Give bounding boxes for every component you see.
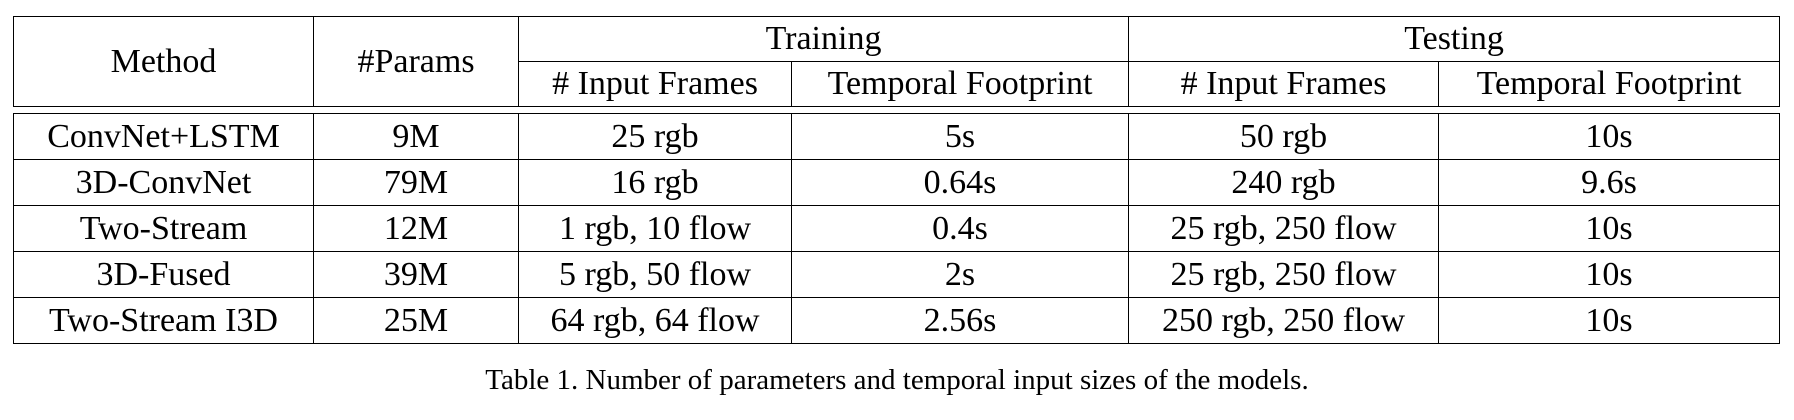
header-training-temporal-footprint: Temporal Footprint [790, 61, 1130, 107]
method-cell: 3D-ConvNet [13, 159, 314, 206]
header-method: Method [13, 16, 314, 107]
testing-temporal-footprint-cell: 10s [1438, 113, 1781, 160]
training-temporal-footprint-cell: 0.64s [790, 159, 1130, 206]
training-temporal-footprint-cell: 2.56s [790, 297, 1130, 344]
header-separator [13, 106, 1780, 114]
training-input-frames-cell: 25 rgb [518, 113, 792, 160]
method-cell: 3D-Fused [13, 251, 314, 298]
training-input-frames-cell: 16 rgb [518, 159, 792, 206]
training-temporal-footprint-cell: 5s [790, 113, 1130, 160]
params-cell: 12M [313, 205, 519, 252]
params-cell: 79M [313, 159, 519, 206]
header-params: #Params [313, 16, 519, 107]
table-row: Two-Stream 12M 1 rgb, 10 flow 0.4s 25 rgb, 2… [13, 205, 1781, 252]
params-cell: 39M [313, 251, 519, 298]
table-row: Two-Stream I3D 25M 64 rgb, 64 flow 2.56s 250… [13, 297, 1781, 344]
table-row: 3D-ConvNet 79M 16 rgb 0.64s 240 rgb 9.6s [13, 159, 1781, 206]
header-training-input-frames: # Input Frames [518, 61, 792, 107]
testing-input-frames-cell: 250 rgb, 250 flow [1128, 297, 1440, 344]
header-testing-input-frames: # Input Frames [1128, 61, 1440, 107]
training-input-frames-cell: 5 rgb, 50 flow [518, 251, 792, 298]
testing-temporal-footprint-cell: 9.6s [1438, 159, 1781, 206]
training-input-frames-cell: 64 rgb, 64 flow [518, 297, 792, 344]
testing-input-frames-cell: 240 rgb [1128, 159, 1440, 206]
params-cell: 9M [313, 113, 519, 160]
parameters-table: Method #Params Training Testing # Input … [13, 16, 1781, 344]
table-row: ConvNet+LSTM 9M 25 rgb 5s 50 rgb 10s [13, 113, 1781, 160]
testing-input-frames-cell: 25 rgb, 250 flow [1128, 251, 1440, 298]
method-cell: Two-Stream I3D [13, 297, 314, 344]
table-row: 3D-Fused 39M 5 rgb, 50 flow 2s 25 rgb, 250 f… [13, 251, 1781, 298]
header-testing-temporal-footprint: Temporal Footprint [1438, 61, 1781, 107]
training-temporal-footprint-cell: 0.4s [790, 205, 1130, 252]
params-cell: 25M [313, 297, 519, 344]
method-cell: Two-Stream [13, 205, 314, 252]
table-caption: Table 1. Number of parameters and tempor… [485, 364, 1309, 396]
training-input-frames-cell: 1 rgb, 10 flow [518, 205, 792, 252]
parameters-table-container: Method #Params Training Testing # Input … [13, 16, 1781, 344]
header-testing: Testing [1128, 16, 1781, 62]
testing-temporal-footprint-cell: 10s [1438, 251, 1781, 298]
table-body: ConvNet+LSTM 9M 25 rgb 5s 50 rgb 10s 3D-ConvNe… [13, 113, 1781, 344]
testing-temporal-footprint-cell: 10s [1438, 297, 1781, 344]
header-row-top: Method #Params Training Testing [13, 16, 1781, 107]
testing-input-frames-cell: 50 rgb [1128, 113, 1440, 160]
method-cell: ConvNet+LSTM [13, 113, 314, 160]
testing-temporal-footprint-cell: 10s [1438, 205, 1781, 252]
training-temporal-footprint-cell: 2s [790, 251, 1130, 298]
header-training: Training [517, 16, 1130, 62]
testing-input-frames-cell: 25 rgb, 250 flow [1128, 205, 1440, 252]
